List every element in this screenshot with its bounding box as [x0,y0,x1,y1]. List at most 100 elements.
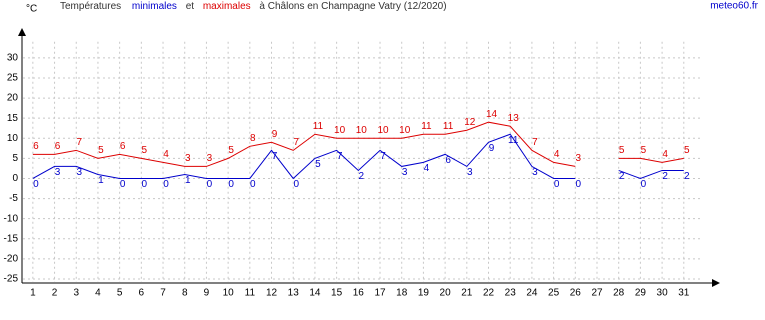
data-label: 4 [554,149,560,160]
data-label: 7 [76,137,82,148]
data-label: 1 [185,175,191,186]
data-label: 8 [250,133,256,144]
data-label: 0 [554,179,560,190]
x-tick-label: 18 [396,288,408,299]
data-label: 6 [33,141,39,152]
source[interactable]: meteo60.fr [710,1,758,12]
data-label: 3 [402,167,408,178]
x-tick-label: 17 [374,288,386,299]
chart-title: Températures minimales et maximales à Ch… [60,1,447,12]
y-tick-label: 30 [7,53,19,64]
data-label: 0 [120,179,126,190]
y-tick-label: 10 [7,133,19,144]
x-tick-label: 8 [182,288,188,299]
title-max: maximales [203,1,251,12]
data-label: 0 [576,179,582,190]
y-tick-label: 25 [7,73,19,84]
y-tick-label: 20 [7,93,19,104]
x-tick-label: 4 [95,288,101,299]
y-arrow [18,28,26,36]
y-tick-label: -20 [4,254,19,265]
x-tick-label: 23 [505,288,517,299]
data-label: 6 [445,155,451,166]
data-label: 3 [185,153,191,164]
x-tick-label: 16 [353,288,365,299]
data-label: 5 [619,145,625,156]
data-label: 0 [207,179,213,190]
data-label: 11 [313,121,324,132]
x-tick-label: 9 [204,288,210,299]
x-tick-label: 14 [309,288,321,299]
data-label: 3 [532,167,538,178]
data-label: 7 [337,151,343,162]
data-label: 7 [380,151,386,162]
x-tick-label: 13 [288,288,300,299]
data-label: 3 [76,167,82,178]
data-label: 5 [641,145,647,156]
x-tick-label: 20 [440,288,452,299]
data-label: 0 [250,179,256,190]
data-label: 9 [272,129,278,140]
series-line [618,169,684,180]
series-line [618,157,684,163]
x-tick-label: 5 [117,288,123,299]
x-tick-label: 12 [266,288,278,299]
data-label: 7 [293,137,299,148]
x-tick-label: 19 [418,288,430,299]
x-tick-label: 11 [245,288,256,299]
data-label: 2 [359,171,365,182]
y-unit: °C [26,4,37,15]
x-tick-label: 31 [678,288,690,299]
data-label: 5 [684,145,690,156]
x-tick-label: 29 [635,288,647,299]
x-tick-label: 6 [139,288,145,299]
series-line [32,121,576,167]
x-tick-label: 7 [160,288,166,299]
data-label: 0 [228,179,234,190]
data-label: 10 [356,125,368,136]
data-label: 5 [142,145,148,156]
title-prefix: Températures [60,1,121,12]
data-label: 5 [315,159,321,170]
title-middle: et [186,1,195,12]
title-min: minimales [132,1,177,12]
data-label: 0 [163,179,169,190]
data-label: 4 [163,149,169,160]
x-arrow [712,279,720,287]
x-tick-label: 15 [331,288,343,299]
data-label: 13 [508,113,520,124]
y-tick-label: 5 [12,153,18,164]
data-label: 10 [334,125,346,136]
data-label: 10 [377,125,389,136]
data-label: 6 [55,141,61,152]
x-tick-label: 28 [613,288,625,299]
y-tick-label: -25 [4,274,19,285]
y-tick-label: -15 [4,233,19,244]
data-label: 5 [98,145,104,156]
data-label: 7 [272,151,278,162]
data-label: 3 [576,153,582,164]
data-label: 0 [142,179,148,190]
y-tick-label: 15 [7,113,19,124]
x-tick-label: 10 [223,288,235,299]
data-label: 0 [641,179,647,190]
x-tick-label: 1 [30,288,36,299]
x-tick-label: 22 [483,288,495,299]
data-label: 1 [98,175,104,186]
x-tick-label: 27 [591,288,603,299]
title-suffix: à Châlons en Champagne Vatry (12/2020) [259,1,446,12]
data-label: 12 [464,117,476,128]
data-label: 5 [228,145,234,156]
data-label: 0 [33,179,39,190]
data-label: 3 [207,153,213,164]
x-tick-label: 25 [548,288,560,299]
x-tick-label: 30 [657,288,669,299]
x-tick-label: 21 [461,288,473,299]
y-tick-label: 0 [12,173,18,184]
data-label: 4 [662,149,668,160]
x-tick-label: 3 [73,288,79,299]
data-label: 3 [467,167,473,178]
data-label: 7 [532,137,538,148]
series-line [32,133,576,180]
x-tick-label: 26 [570,288,582,299]
